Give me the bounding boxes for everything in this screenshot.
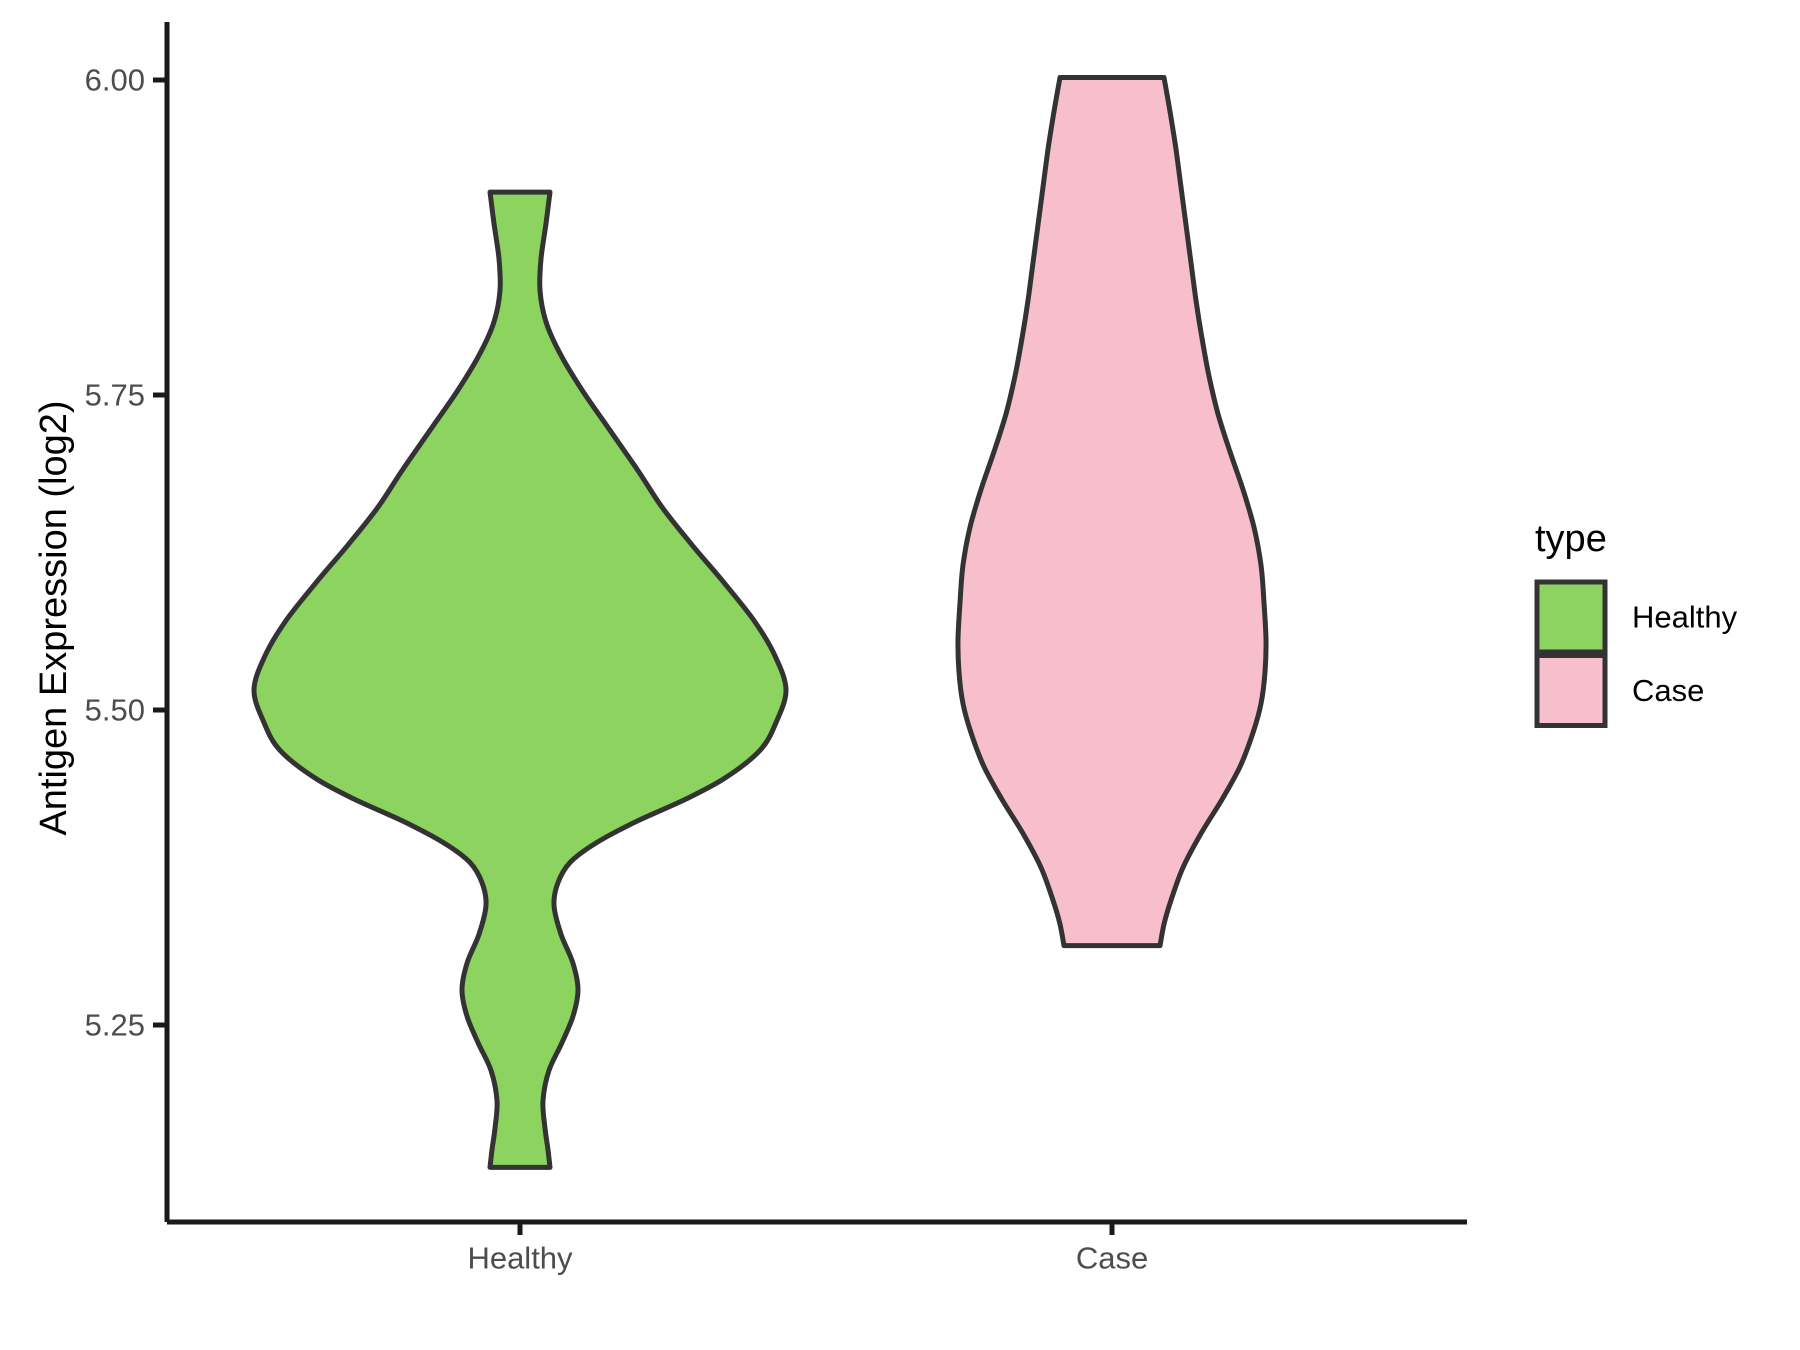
violins [251,75,1269,1170]
legend: type Healthy Case [1534,518,1738,728]
y-tick-label: 5.75 [85,378,145,413]
legend-key-healthy [1534,579,1608,655]
legend-key-case [1534,653,1608,728]
y-tick-label: 5.25 [85,1008,145,1043]
y-axis-title: Antigen Expression (log2) [33,400,75,835]
y-axis-ticks: 6.00 5.75 5.50 5.25 [85,63,167,1043]
x-category-label-healthy: Healthy [467,1241,573,1276]
violin-case [955,75,1269,949]
legend-title: type [1535,518,1607,560]
legend-entries: Healthy Case [1534,579,1738,728]
x-axis-category-labels: Healthy Case [467,1241,1148,1276]
x-axis-ticks [517,1222,1115,1235]
x-category-label-case: Case [1076,1241,1148,1276]
legend-label-healthy: Healthy [1632,600,1738,635]
violin-healthy [251,189,789,1170]
y-tick-label: 5.50 [85,693,145,728]
axes [164,22,1467,1225]
legend-label-case: Case [1632,673,1704,708]
y-tick-label: 6.00 [85,63,145,98]
